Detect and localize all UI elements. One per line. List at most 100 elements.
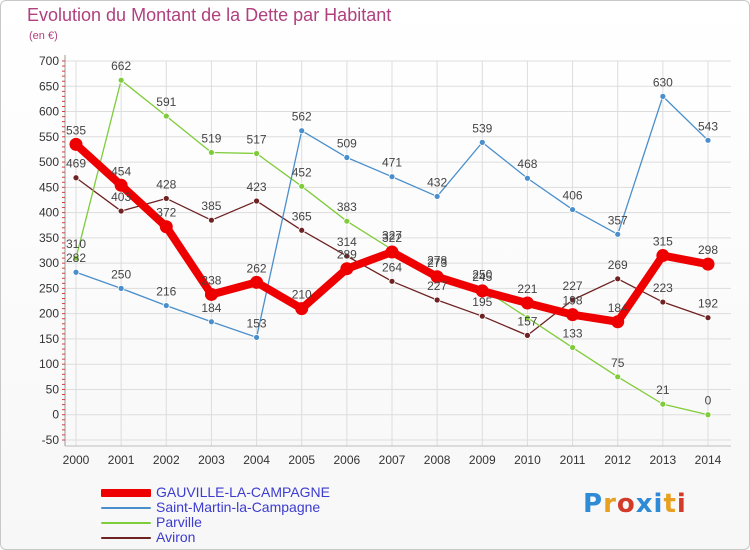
data-label: 184 (201, 301, 221, 315)
data-label: 468 (517, 157, 537, 171)
data-label: 153 (247, 316, 267, 330)
data-point (659, 92, 667, 100)
x-tick-label: 2013 (650, 453, 677, 467)
data-point (69, 137, 83, 151)
data-label: 238 (201, 273, 221, 287)
logo-letter: i (653, 489, 664, 519)
data-point (701, 257, 715, 271)
legend-swatch (101, 536, 151, 539)
data-label: 423 (247, 180, 267, 194)
data-label: 406 (563, 189, 583, 203)
data-label: 245 (472, 270, 492, 284)
data-label: 454 (111, 164, 131, 178)
y-tick-label: -50 (42, 433, 60, 447)
data-point (433, 296, 441, 304)
x-tick-label: 2000 (63, 453, 90, 467)
x-tick-label: 2002 (153, 453, 180, 467)
y-tick-label: 650 (39, 79, 59, 93)
data-point (478, 138, 486, 146)
data-label: 210 (292, 288, 312, 302)
data-label: 591 (156, 95, 176, 109)
legend-item: Saint-Martin-la-Campagne (101, 499, 421, 515)
legend-label: GAUVILLE-LA-CAMPAGNE (156, 484, 331, 500)
data-point (253, 334, 260, 341)
data-point (656, 249, 670, 263)
data-point (614, 373, 622, 381)
data-point (569, 296, 576, 304)
data-label: 198 (563, 294, 583, 308)
data-point (524, 174, 531, 182)
y-tick-label: 250 (39, 281, 59, 295)
data-point (659, 298, 667, 306)
data-point (343, 217, 351, 225)
data-label: 327 (382, 228, 402, 242)
y-tick-label: 300 (39, 256, 59, 270)
data-point (208, 318, 215, 326)
data-label: 519 (201, 131, 221, 145)
data-label: 192 (698, 297, 718, 311)
data-label: 223 (653, 281, 673, 295)
legend-swatch (101, 488, 151, 497)
data-point (704, 314, 712, 322)
data-point (433, 193, 441, 200)
legend-item: Aviron (101, 529, 421, 545)
y-tick-label: 0 (52, 408, 59, 422)
data-point (704, 136, 712, 144)
y-tick-label: 600 (39, 105, 59, 119)
y-tick-label: 350 (39, 231, 59, 245)
data-label: 269 (608, 258, 628, 272)
chart-subtitle: (en €) (29, 30, 58, 42)
y-tick-label: 400 (39, 206, 59, 220)
logo-letter: P (583, 489, 604, 519)
y-tick-label: 50 (46, 382, 60, 396)
data-label: 0 (705, 394, 712, 408)
data-point (72, 174, 80, 182)
data-point (162, 302, 170, 309)
data-point (388, 277, 396, 285)
data-point (204, 287, 218, 301)
data-label: 298 (698, 243, 718, 257)
data-point (475, 284, 489, 298)
chart-title: Evolution du Montant de la Dette par Hab… (27, 5, 392, 25)
data-label: 432 (427, 175, 447, 189)
data-point (524, 314, 531, 322)
data-point (520, 296, 534, 310)
logo-letter: t (663, 489, 677, 519)
data-label: 221 (517, 282, 537, 296)
data-label: 227 (563, 279, 583, 293)
data-point (72, 254, 80, 262)
data-label: 543 (698, 119, 718, 133)
data-label: 157 (517, 314, 537, 328)
data-label: 357 (608, 213, 628, 227)
legend-label: Aviron (156, 529, 196, 545)
y-tick-label: 700 (39, 54, 59, 68)
data-point (343, 154, 351, 161)
x-tick-label: 2007 (379, 453, 406, 467)
data-label: 428 (156, 177, 176, 191)
data-label: 314 (337, 235, 357, 249)
data-point (340, 262, 354, 276)
logo-letter: i (676, 489, 687, 519)
data-point (162, 112, 170, 120)
data-point (298, 226, 306, 234)
data-point (569, 206, 576, 213)
data-point (659, 400, 667, 408)
data-point (117, 76, 125, 84)
data-label: 517 (247, 132, 267, 146)
data-label: 539 (472, 121, 492, 135)
data-point (114, 178, 128, 192)
y-tick-label: 550 (39, 130, 59, 144)
data-label: 469 (66, 157, 86, 171)
data-label: 133 (563, 327, 583, 341)
legend-label: Parville (156, 514, 202, 530)
data-label: 509 (337, 137, 357, 151)
data-point (611, 315, 625, 329)
data-label: 273 (427, 256, 447, 270)
data-point (208, 216, 215, 224)
legend-swatch (101, 521, 151, 524)
data-label: 216 (156, 285, 176, 299)
x-tick-label: 2014 (695, 453, 722, 467)
data-label: 278 (427, 253, 447, 267)
y-tick-label: 100 (39, 357, 59, 371)
